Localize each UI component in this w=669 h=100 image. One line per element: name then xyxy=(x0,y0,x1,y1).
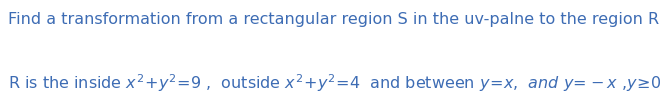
Text: R is the inside $x^2\!+\!y^2\!=\!9$ ,  outside $x^2\!+\!y^2\!=\!4$  and between : R is the inside $x^2\!+\!y^2\!=\!9$ , ou… xyxy=(8,72,661,94)
Text: Find a transformation from a rectangular region S in the uv-palne to the region : Find a transformation from a rectangular… xyxy=(8,12,659,27)
